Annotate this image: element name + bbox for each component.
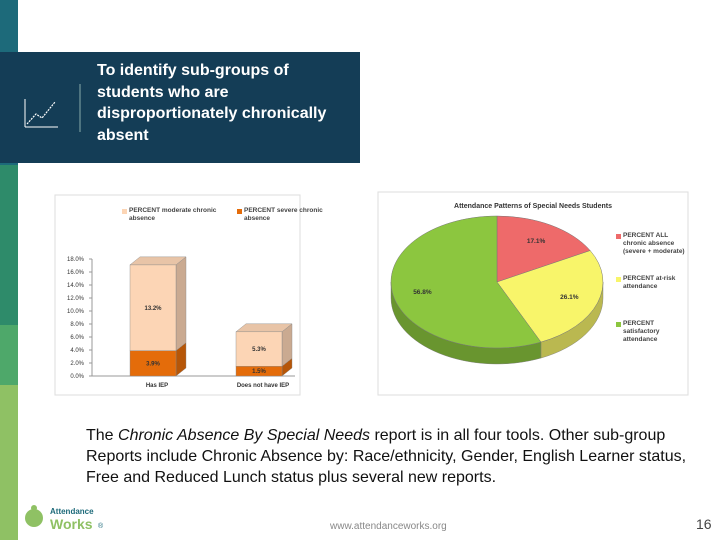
y-tick-label: 16.0% xyxy=(67,270,85,276)
logo: Attendance Works ® xyxy=(25,505,104,532)
page-number: 16 xyxy=(696,516,712,532)
footer-url: www.attendanceworks.org xyxy=(330,521,447,532)
bar-segment xyxy=(235,331,283,367)
legend-swatch xyxy=(616,322,621,327)
text: The xyxy=(86,427,119,444)
body-line: Reports include Chronic Absence by: Race… xyxy=(86,448,687,465)
y-tick-label: 2.0% xyxy=(70,361,84,367)
legend-label: PERCENT severe chronic absence xyxy=(244,207,323,222)
body-line: The Chronic Absence By Special Needs rep… xyxy=(86,425,720,446)
x-tick-label: Does not have IEP xyxy=(237,383,289,389)
bar-top xyxy=(235,323,293,332)
legend-label: PERCENT satisfactory attendance xyxy=(623,320,660,343)
pie-slice xyxy=(496,250,604,343)
bar-segment xyxy=(129,264,177,351)
y-tick-label: 12.0% xyxy=(67,296,85,302)
data-label: 1.5% xyxy=(252,369,266,375)
legend-swatch xyxy=(616,277,621,282)
body-line: Free and Reduced Lunch status plus sever… xyxy=(86,469,497,486)
legend-swatch xyxy=(122,209,127,214)
y-tick-label: 6.0% xyxy=(70,335,84,341)
pie-slice xyxy=(496,215,591,283)
text: report is in all four tools. Other sub-g… xyxy=(370,427,666,444)
logo-bottom: Works xyxy=(50,516,93,532)
stripe xyxy=(0,325,18,385)
y-tick-label: 4.0% xyxy=(70,348,84,354)
legend-label: PERCENT at-risk attendance xyxy=(623,275,676,290)
header-band xyxy=(0,52,360,163)
y-tick-label: 18.0% xyxy=(67,257,85,263)
body-text: The Chronic Absence By Special Needs rep… xyxy=(86,425,720,488)
logo-mark: ® xyxy=(98,522,104,530)
stripe xyxy=(0,165,18,325)
pie-title: Attendance Patterns of Special Needs Stu… xyxy=(454,203,612,210)
y-tick-label: 0.0% xyxy=(70,374,84,380)
data-label: 13.2% xyxy=(144,306,162,312)
bar-top xyxy=(129,256,187,266)
data-label: 56.8% xyxy=(413,289,432,296)
bar-segment xyxy=(129,350,177,377)
x-tick-label: Has IEP xyxy=(146,383,168,389)
data-label: 5.3% xyxy=(252,347,266,353)
data-label: 17.1% xyxy=(527,238,546,245)
pie-slice xyxy=(390,215,542,349)
header-title: To identify sub-groups of students who a… xyxy=(97,62,327,144)
legend-swatch xyxy=(616,234,621,239)
stripe xyxy=(0,385,18,540)
legend-swatch xyxy=(237,209,242,214)
report-name: Chronic Absence By Special Needs xyxy=(118,427,370,444)
data-label: 26.1% xyxy=(560,294,579,301)
header-icon xyxy=(24,84,81,132)
legend-label: PERCENT moderate chronic absence xyxy=(129,207,217,222)
legend-label: PERCENT ALL chronic absence (severe + mo… xyxy=(623,232,685,255)
data-label: 3.9% xyxy=(146,361,160,367)
y-tick-label: 10.0% xyxy=(67,309,85,315)
y-tick-label: 8.0% xyxy=(70,322,84,328)
y-tick-label: 14.0% xyxy=(67,283,85,289)
bar-side xyxy=(175,256,187,352)
logo-top: Attendance xyxy=(50,507,94,516)
